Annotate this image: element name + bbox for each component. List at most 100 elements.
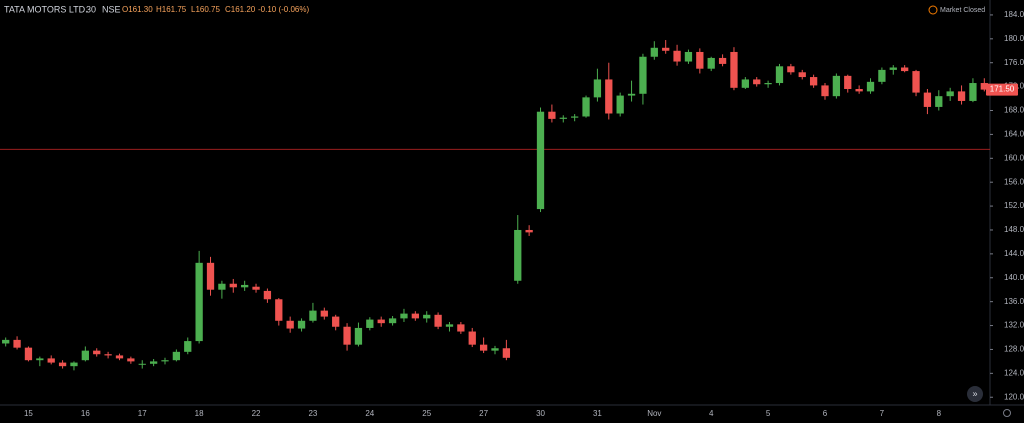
candle-body	[969, 83, 977, 101]
candle-body	[662, 47, 670, 51]
candle-body	[946, 91, 954, 97]
y-tick-label: 128.00	[1004, 345, 1024, 354]
x-tick-label: 4	[709, 409, 714, 418]
candle-body	[195, 262, 203, 342]
y-tick-label: 180.00	[1004, 34, 1024, 43]
candle-body	[809, 77, 818, 86]
candle-body	[297, 320, 306, 329]
candle-body	[377, 319, 385, 324]
header: TATA MOTORS LTD. 30 NSE O161.30 H161.75 …	[4, 4, 309, 14]
candle-body	[696, 51, 704, 69]
ohlc-close: C161.20	[225, 5, 256, 14]
last-price-label: 171.50	[990, 85, 1015, 94]
y-tick-label: 148.00	[1004, 225, 1024, 234]
last-price-box	[986, 83, 1018, 96]
y-tick-label: 164.00	[1004, 130, 1024, 139]
x-tick-label: 22	[252, 409, 261, 418]
candle-body	[479, 344, 488, 351]
candle-body	[571, 116, 579, 118]
candle-body	[912, 71, 920, 93]
interval: 30	[86, 4, 96, 14]
y-tick-label: 176.00	[1004, 58, 1024, 67]
ohlc-low: L160.75	[191, 5, 220, 14]
x-tick-label: 27	[479, 409, 488, 418]
candle-body	[798, 72, 806, 78]
candle-body	[764, 83, 772, 85]
change: -0.10 (-0.06%)	[258, 5, 309, 14]
candle-body	[366, 319, 374, 328]
status-icon	[928, 5, 938, 15]
candle-body	[650, 47, 658, 57]
candle-body	[753, 79, 761, 85]
candle-body	[935, 96, 943, 107]
y-tick-label: 140.00	[1004, 273, 1024, 282]
x-tick-label: 7	[880, 409, 885, 418]
candle-body	[434, 314, 442, 327]
candle-body	[81, 350, 89, 361]
candle-body	[525, 229, 533, 233]
x-tick-label: 15	[24, 409, 33, 418]
candle-body	[115, 355, 124, 359]
candle-body	[502, 348, 511, 358]
candle-body	[866, 81, 875, 92]
x-tick-label: 24	[365, 409, 374, 418]
candle-body	[286, 320, 294, 329]
exchange: NSE	[102, 4, 121, 14]
x-tick-label: 30	[536, 409, 545, 418]
candle-body	[93, 350, 101, 355]
candle-body	[423, 314, 431, 319]
candle-body	[718, 57, 727, 64]
candle-body	[309, 310, 317, 321]
x-tick-label: 5	[766, 409, 771, 418]
candle-body	[855, 89, 863, 92]
y-tick-label: 136.00	[1004, 297, 1024, 306]
candle-body	[411, 313, 419, 319]
x-tick-label: 8	[937, 409, 942, 418]
scroll-icon[interactable]: »	[972, 388, 977, 398]
candle-body	[491, 348, 499, 351]
candle-body	[593, 79, 602, 98]
candle-body	[241, 284, 249, 288]
x-tick-label: 6	[823, 409, 828, 418]
market-status: Market Closed	[940, 7, 985, 14]
candle-body	[559, 117, 567, 119]
y-tick-label: 156.00	[1004, 177, 1024, 186]
y-tick-label: 152.00	[1004, 201, 1024, 210]
ohlc-high: H161.75	[156, 5, 187, 14]
candle-body	[832, 75, 841, 97]
candle-body	[2, 339, 10, 344]
candle-body	[730, 51, 738, 88]
settings-icon[interactable]	[1003, 409, 1011, 417]
candle-body	[468, 331, 476, 345]
candle-body	[275, 299, 283, 321]
symbol: TATA MOTORS LTD.	[4, 4, 88, 14]
x-tick-label: Nov	[647, 409, 661, 418]
candle-body	[514, 229, 522, 281]
candle-body	[206, 262, 215, 290]
candle-body	[184, 341, 192, 352]
candle-body	[582, 97, 590, 117]
candle-body	[923, 92, 932, 107]
candle-body	[821, 85, 829, 97]
candle-body	[320, 310, 328, 317]
y-tick-label: 120.00	[1004, 392, 1024, 401]
candle-body	[70, 362, 78, 367]
candle-body	[332, 316, 340, 327]
candle-body	[536, 111, 545, 210]
candle-body	[457, 324, 465, 332]
candle-body	[161, 360, 169, 362]
x-tick-label: 31	[593, 409, 602, 418]
candle-body	[104, 354, 112, 356]
candle-body	[627, 93, 636, 96]
candle-body	[354, 327, 363, 345]
y-tick-label: 132.00	[1004, 321, 1024, 330]
candle-body	[149, 361, 158, 364]
candle-body	[673, 50, 681, 62]
candle-body	[889, 67, 897, 70]
candle-body	[844, 75, 852, 90]
x-tick-label: 16	[81, 409, 90, 418]
scroll-button[interactable]	[967, 386, 983, 402]
candle-body	[980, 83, 988, 90]
candle-body	[605, 79, 613, 114]
